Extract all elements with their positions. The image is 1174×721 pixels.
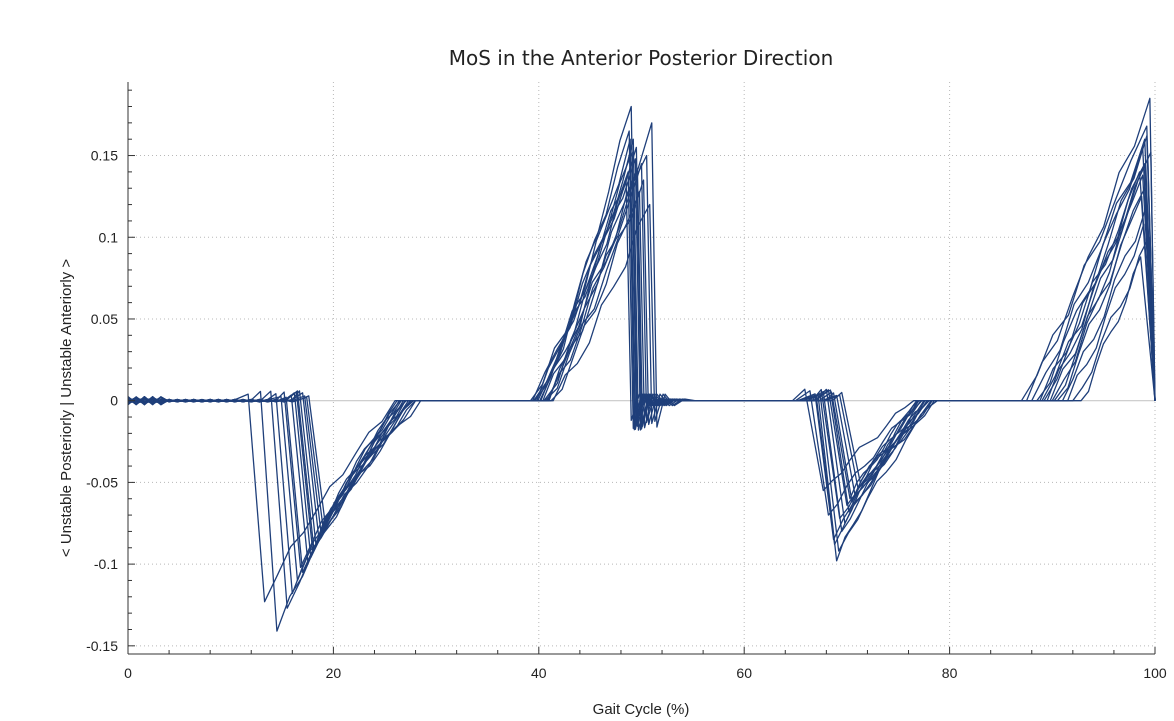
series-lines [127, 97, 1156, 632]
x-tick-label: 0 [124, 665, 132, 681]
series-line [127, 135, 1156, 569]
x-tick-label: 20 [326, 665, 342, 681]
x-tick-label: 100 [1143, 665, 1167, 681]
y-tick-label: 0.1 [99, 229, 119, 245]
chart-title: MoS in the Anterior Posterior Direction [449, 46, 834, 70]
series-line [127, 167, 1156, 551]
x-tick-label: 60 [736, 665, 752, 681]
y-tick-label: -0.15 [86, 638, 118, 654]
y-axis-label: < Unstable Posteriorly | Unstable Anteri… [58, 259, 75, 557]
x-axis-label: Gait Cycle (%) [593, 701, 690, 718]
y-tick-label: -0.1 [94, 556, 118, 572]
y-tick-label: 0.05 [91, 311, 118, 327]
y-tick-label: 0.15 [91, 148, 118, 164]
axes [127, 82, 1156, 655]
x-tick-label: 80 [942, 665, 958, 681]
y-tick-label: -0.05 [86, 474, 118, 490]
tick-labels: 0 20 40 60 80 100 -0.15 -0.1 -0.05 0 0.05 0.1 0.15 [86, 148, 1167, 681]
x-tick-label: 40 [531, 665, 547, 681]
y-tick-label: 0 [110, 393, 118, 409]
